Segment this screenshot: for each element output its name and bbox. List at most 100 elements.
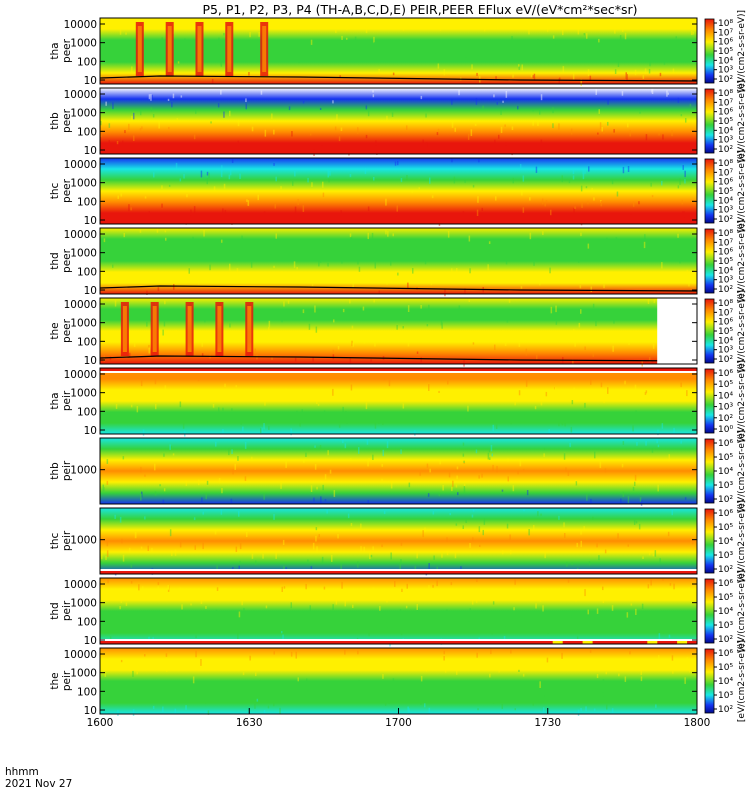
panel-label: thcpeir (49, 530, 73, 551)
colorbar-tick-label: 10⁴ (718, 537, 733, 547)
spectrogram-image (100, 158, 697, 224)
spectrogram-texture (100, 88, 692, 156)
spectrogram-texture (103, 228, 690, 297)
colorbar-tick-label: 10⁴ (718, 56, 733, 66)
colorbar-units-label: [eV/(cm2-s-sr-eV)] (737, 430, 747, 512)
colorbar-tick-label: 10³ (718, 206, 733, 216)
panel-tha-peer: 10100100010000thapeer10²10³10⁴10⁵10⁶10⁷1… (49, 10, 747, 92)
colorbar (704, 508, 715, 574)
quality-flag (582, 641, 593, 644)
panel-frame (99, 87, 698, 155)
colorbar (704, 648, 715, 714)
colorbar-tick-label: 10⁶ (718, 178, 733, 188)
y-tick-label: 100 (77, 616, 97, 628)
y-tick-label: 100 (77, 196, 97, 208)
y-tick-label: 10000 (64, 159, 97, 171)
spectrogram-image (100, 88, 697, 154)
colorbar-tick-label: 10⁴ (718, 467, 733, 477)
date-label: 2021 Nov 27 (5, 778, 72, 790)
y-tick-label: 1000 (70, 668, 97, 680)
spectrogram-texture (104, 648, 692, 716)
probe-name: thd (49, 252, 61, 269)
colorbar-tick-label: 10³ (718, 136, 733, 146)
colorbar-tick-label: 10² (718, 495, 733, 505)
y-tick-label: 10000 (64, 369, 97, 381)
spectrogram-texture (100, 438, 687, 506)
colorbar-units-label: [eV/(cm2-s-sr-eV)] (737, 290, 747, 372)
y-tick-label: 1000 (70, 388, 97, 400)
colorbar-tick-label: 10³ (718, 481, 733, 491)
colorbar-tick-label: 10³ (718, 551, 733, 561)
colorbar (704, 158, 715, 224)
colorbar-tick-label: 10⁶ (718, 318, 733, 328)
colorbar (704, 18, 715, 84)
spacecraft-potential-line (99, 75, 698, 82)
colorbar-tick-label: 10⁶ (718, 38, 733, 48)
colorbar-tick-label: 10² (718, 705, 733, 715)
spectrogram-image (100, 298, 697, 364)
colorbar-tick-label: 10⁴ (718, 336, 733, 346)
mode-strip (100, 641, 697, 644)
colorbar-tick-label: 10³ (718, 66, 733, 76)
panel-label: thdpeer (49, 248, 73, 273)
colorbar-tick-label: 10³ (718, 403, 733, 413)
colorbar-tick-label: 10⁶ (718, 509, 733, 519)
colorbar-tick-label: 10⁵ (718, 47, 733, 57)
colorbar-units-label: [eV/(cm2-s-sr-eV)] (737, 360, 747, 442)
x-tick-label: 1700 (385, 717, 412, 729)
colorbar-tick-label: 10⁵ (718, 380, 733, 390)
probe-name: the (49, 322, 61, 339)
colorbar-tick-label: 10⁸ (718, 299, 733, 309)
y-tick-label: 10 (84, 355, 97, 367)
time-axis: 1600 1630 1700 1730 1800 (87, 708, 710, 729)
product-name: peer (61, 248, 73, 273)
y-tick-label: 1000 (70, 108, 97, 120)
y-tick-label: 10000 (64, 89, 97, 101)
y-tick-label: 10 (84, 285, 97, 297)
colorbar-tick-label: 10² (718, 145, 733, 155)
product-name: peer (61, 178, 73, 203)
spectrogram-image (100, 368, 697, 434)
colorbar-tick-label: 10⁷ (718, 168, 733, 178)
colorbar-tick-label: 10⁵ (718, 117, 733, 127)
probe-name: thb (49, 462, 61, 480)
colorbar-units-label: [eV/(cm2-s-sr-eV)] (737, 640, 747, 722)
colorbar-tick-label: 10⁶ (718, 369, 733, 379)
panel-tha-peir: 10100100010000thapeir10⁰10²10³10⁴10⁵10⁶[… (49, 360, 747, 442)
panel-label: thepeer (49, 318, 73, 343)
colorbar-tick-label: 10⁸ (718, 229, 733, 239)
colorbar-tick-label: 10⁸ (718, 19, 733, 29)
quality-flag (677, 641, 688, 644)
colorbar-tick-label: 10⁴ (718, 196, 733, 206)
y-tick-label: 10 (84, 145, 97, 157)
colorbar-tick-label: 10⁸ (718, 159, 733, 169)
colorbar (704, 578, 715, 644)
time-format-label: hhmm (5, 766, 39, 778)
x-tick-label: 1730 (534, 717, 561, 729)
colorbar-tick-label: 10² (718, 285, 733, 295)
colorbar (704, 88, 715, 154)
y-tick-label: 10000 (64, 579, 97, 591)
product-name: peir (61, 600, 73, 621)
y-tick-label: 100 (77, 406, 97, 418)
y-tick-label: 1000 (70, 178, 97, 190)
y-tick-label: 100 (77, 56, 97, 68)
colorbar-tick-label: 10² (718, 565, 733, 575)
spectrogram-texture (103, 158, 686, 226)
colorbar-tick-label: 10² (718, 355, 733, 365)
colorbar-tick-label: 10⁰ (718, 425, 733, 435)
colorbar-tick-label: 10⁵ (718, 327, 733, 337)
colorbar-tick-label: 10² (718, 75, 733, 85)
probe-name: thc (49, 533, 61, 550)
panel-frame (99, 367, 698, 435)
colorbar-tick-label: 10⁶ (718, 248, 733, 258)
y-tick-label: 10000 (64, 299, 97, 311)
spectrogram-image (100, 228, 697, 294)
panel-label: thbpeir (49, 460, 73, 481)
colorbar-tick-label: 10² (718, 215, 733, 225)
colorbar-units-label: [eV/(cm2-s-sr-eV)] (737, 570, 747, 652)
panel-label: thepeir (49, 670, 73, 691)
y-tick-label: 1000 (70, 248, 97, 260)
